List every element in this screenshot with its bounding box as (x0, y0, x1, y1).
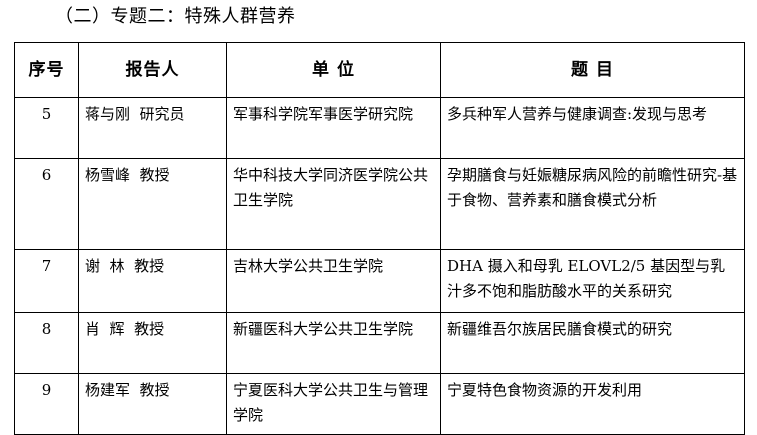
table-row: 9 杨建军 教授 宁夏医科大学公共卫生与管理学院 宁夏特色食物资源的开发利用 (14, 373, 745, 435)
row-topic: DHA 摄入和母乳 ELOVL2/5 基因型与乳汁多不饱和脂肪酸水平的关系研究 (440, 249, 745, 313)
row-number: 9 (14, 373, 79, 435)
row-number: 8 (14, 312, 79, 374)
row-number: 6 (14, 158, 79, 250)
row-topic: 孕期膳食与妊娠糖尿病风险的前瞻性研究-基于食物、营养素和膳食模式分析 (440, 158, 745, 250)
table-row: 8 肖 辉 教授 新疆医科大学公共卫生学院 新疆维吾尔族居民膳食模式的研究 (14, 312, 745, 374)
row-unit: 军事科学院军事医学研究院 (226, 97, 441, 159)
table-header: 序号 报告人 单 位 题 目 (14, 42, 745, 98)
row-presenter: 杨雪峰 教授 (78, 158, 227, 250)
table-body: 5 蒋与刚 研究员 军事科学院军事医学研究院 多兵种军人营养与健康调查:发现与思… (14, 97, 745, 435)
row-topic: 新疆维吾尔族居民膳食模式的研究 (440, 312, 745, 374)
row-number: 5 (14, 97, 79, 159)
row-topic: 多兵种军人营养与健康调查:发现与思考 (440, 97, 745, 159)
section-title: （二）专题二：特殊人群营养 (55, 6, 296, 27)
row-number: 7 (14, 249, 79, 313)
row-presenter: 肖 辉 教授 (78, 312, 227, 374)
column-header-topic: 题 目 (440, 42, 745, 98)
row-unit: 新疆医科大学公共卫生学院 (226, 312, 441, 374)
column-header-unit: 单 位 (226, 42, 441, 98)
column-header-presenter: 报告人 (78, 42, 227, 98)
row-topic: 宁夏特色食物资源的开发利用 (440, 373, 745, 435)
row-unit: 华中科技大学同济医学院公共卫生学院 (226, 158, 441, 250)
table-row: 5 蒋与刚 研究员 军事科学院军事医学研究院 多兵种军人营养与健康调查:发现与思… (14, 97, 745, 159)
table-header-row: 序号 报告人 单 位 题 目 (14, 42, 745, 98)
row-presenter: 蒋与刚 研究员 (78, 97, 227, 159)
row-unit: 吉林大学公共卫生学院 (226, 249, 441, 313)
table-row: 6 杨雪峰 教授 华中科技大学同济医学院公共卫生学院 孕期膳食与妊娠糖尿病风险的… (14, 158, 745, 250)
row-unit: 宁夏医科大学公共卫生与管理学院 (226, 373, 441, 435)
agenda-table: 序号 报告人 单 位 题 目 5 蒋与刚 研究员 军事科学院军事医学研究院 多兵… (14, 42, 745, 435)
row-presenter: 杨建军 教授 (78, 373, 227, 435)
document-page: （二）专题二：特殊人群营养 序号 报告人 单 位 题 目 5 (14, 6, 745, 435)
column-header-no: 序号 (14, 42, 79, 98)
row-presenter: 谢 林 教授 (78, 249, 227, 313)
table-row: 7 谢 林 教授 吉林大学公共卫生学院 DHA 摄入和母乳 ELOVL2/5 基… (14, 249, 745, 313)
agenda-table-container: 序号 报告人 单 位 题 目 5 蒋与刚 研究员 军事科学院军事医学研究院 多兵… (14, 42, 745, 435)
